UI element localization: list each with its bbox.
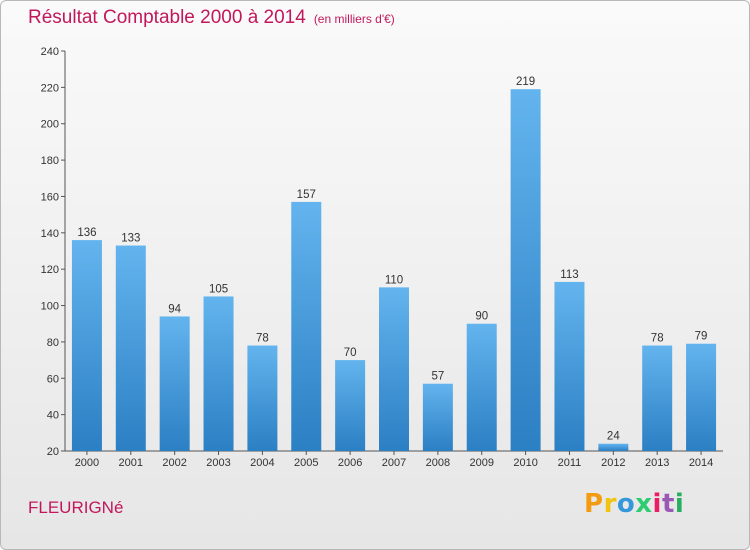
value-label-2009: 90 — [475, 311, 488, 323]
value-label-2013: 78 — [651, 333, 664, 345]
y-tick-label: 80 — [47, 337, 59, 349]
value-label-2008: 57 — [431, 371, 444, 383]
bar-2009 — [466, 323, 497, 451]
bar-2014 — [686, 343, 717, 451]
x-tick-label-2008: 2008 — [426, 457, 450, 469]
bar-2001 — [115, 245, 146, 451]
value-label-2001: 133 — [121, 233, 140, 245]
value-label-2007: 110 — [385, 274, 403, 286]
value-label-2004: 78 — [256, 333, 269, 345]
x-tick-label-2001: 2001 — [119, 457, 143, 469]
logo-letter: r — [603, 489, 617, 519]
value-label-2000: 136 — [77, 227, 96, 239]
y-tick-label: 40 — [47, 410, 59, 422]
proxiti-logo: Proxiti — [584, 489, 684, 519]
x-tick-label-2002: 2002 — [162, 457, 186, 469]
x-tick-label-2011: 2011 — [558, 457, 582, 469]
value-label-2006: 70 — [344, 347, 357, 359]
bar-2007 — [379, 287, 409, 451]
value-label-2010: 219 — [516, 76, 535, 88]
value-label-2005: 157 — [297, 189, 316, 201]
logo-letter: i — [674, 489, 685, 519]
value-label-2003: 105 — [209, 283, 228, 295]
bar-2005 — [291, 201, 322, 451]
x-tick-label-2004: 2004 — [250, 457, 274, 469]
bar-2002 — [159, 316, 190, 451]
logo-letter: t — [661, 489, 675, 519]
bar-2000 — [71, 240, 102, 451]
y-tick-label: 20 — [47, 446, 59, 458]
x-tick-label-2013: 2013 — [645, 457, 669, 469]
chart-subtitle: (en milliers d'€) — [313, 12, 395, 26]
x-tick-label-2009: 2009 — [469, 457, 493, 469]
x-tick-label-2003: 2003 — [206, 457, 230, 469]
y-tick-label: 240 — [41, 46, 59, 58]
x-tick-label-2014: 2014 — [689, 457, 713, 469]
bar-2006 — [335, 360, 366, 451]
bar-2008 — [422, 383, 453, 451]
bar-2003 — [203, 296, 234, 451]
y-tick-label: 220 — [41, 82, 59, 94]
x-tick-label-2010: 2010 — [513, 457, 537, 469]
bar-2012 — [598, 443, 629, 451]
value-label-2002: 94 — [168, 303, 181, 315]
y-tick-label: 180 — [41, 155, 59, 167]
logo-letter: o — [616, 489, 636, 519]
bar-2013 — [642, 345, 673, 451]
logo-letter: P — [584, 489, 604, 519]
bar-2004 — [247, 345, 278, 451]
y-tick-label: 160 — [41, 191, 59, 203]
y-tick-label: 200 — [41, 119, 59, 131]
chart-title: Résultat Comptable 2000 à 2014 (en millie… — [28, 7, 395, 29]
bar-2011 — [554, 281, 585, 451]
x-tick-label-2000: 2000 — [75, 457, 99, 469]
value-label-2014: 79 — [695, 331, 708, 343]
value-label-2012: 24 — [607, 431, 620, 443]
bar-2010 — [510, 89, 541, 451]
x-tick-label-2006: 2006 — [338, 457, 362, 469]
logo-letter: x — [635, 489, 653, 519]
y-tick-label: 100 — [41, 301, 59, 313]
value-label-2011: 113 — [560, 269, 578, 281]
chart-title-main: Résultat Comptable 2000 à 2014 — [28, 7, 306, 28]
x-tick-label-2007: 2007 — [382, 457, 406, 469]
x-tick-label-2012: 2012 — [601, 457, 625, 469]
commune-name: FLEURIGNé — [28, 498, 124, 517]
y-tick-label: 60 — [47, 373, 59, 385]
y-tick-label: 140 — [41, 228, 59, 240]
x-tick-label-2005: 2005 — [294, 457, 318, 469]
logo-letter: i — [652, 489, 662, 519]
y-tick-label: 120 — [41, 264, 59, 276]
